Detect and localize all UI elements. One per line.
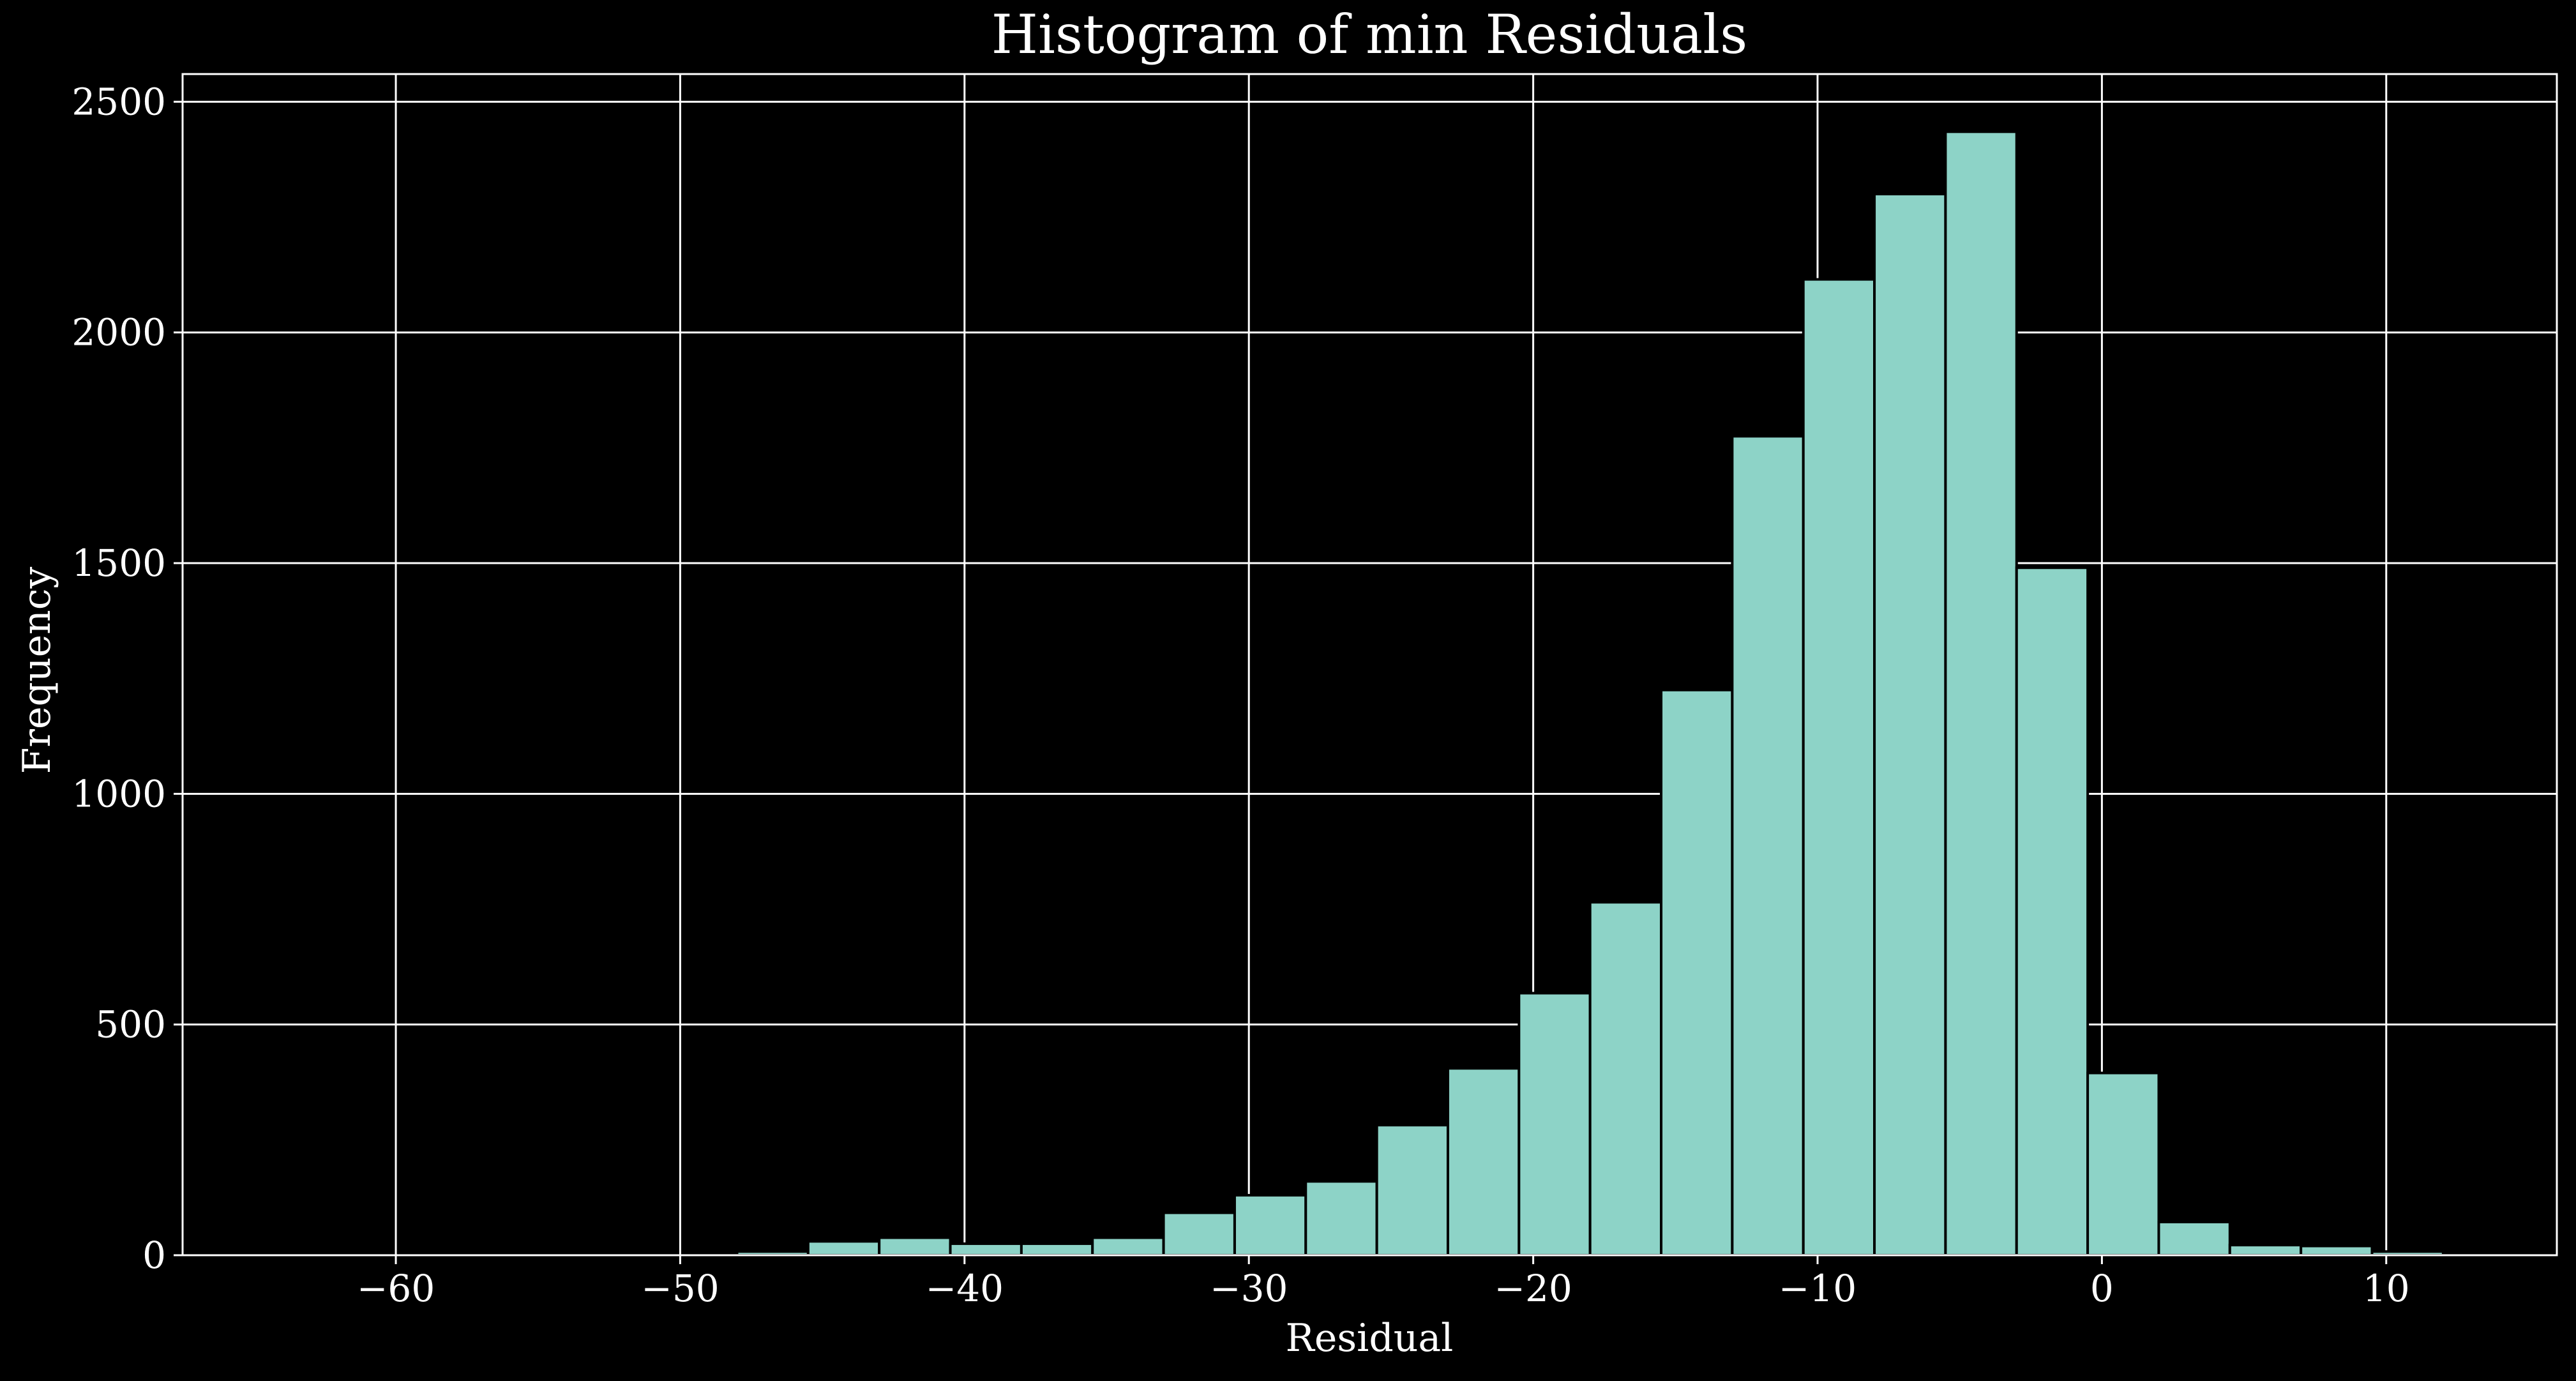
histogram-bar (2015, 566, 2090, 1256)
histogram-bar (1660, 688, 1734, 1256)
histogram-bar (1518, 992, 1592, 1256)
histogram-bar (1802, 278, 1876, 1256)
histogram-bar (1304, 1180, 1378, 1256)
histogram-bar (878, 1236, 952, 1256)
x-axis-label: Residual (1286, 1316, 1454, 1361)
histogram-bar (1944, 130, 2018, 1256)
y-axis-label: Frequency (15, 567, 59, 774)
histogram-bars (238, 130, 2444, 1256)
y-tick-label: 0 (142, 1234, 166, 1277)
axes-frame (181, 73, 2558, 1256)
histogram-bar (1162, 1211, 1236, 1256)
histogram-bar (1375, 1124, 1449, 1256)
histogram-bar (1588, 901, 1663, 1256)
y-tick-label: 2500 (72, 80, 166, 123)
x-tick-label: −10 (1779, 1267, 1857, 1310)
histogram-bar (2157, 1220, 2231, 1256)
chart-title: Histogram of min Residuals (991, 3, 1747, 66)
x-tick-label: −40 (926, 1267, 1004, 1310)
histogram-bar (2086, 1071, 2160, 1256)
histogram-bar (2228, 1244, 2303, 1256)
histogram-bar (1873, 192, 1947, 1256)
y-tick-label: 2000 (72, 311, 166, 354)
histogram-bar (1446, 1067, 1521, 1256)
x-tick-label: −50 (641, 1267, 719, 1310)
x-tick-label: −20 (1494, 1267, 1572, 1310)
x-tick-label: 10 (2363, 1267, 2410, 1310)
histogram-bar (2300, 1244, 2374, 1256)
y-tick-label: 1000 (72, 772, 166, 815)
axis-ticks: −60 −50 −40 −30 −20 −10 0 10 0 500 1000 1500 2000 250… (72, 80, 2409, 1310)
x-tick-label: 0 (2090, 1267, 2114, 1310)
y-tick-label: 500 (95, 1003, 166, 1046)
histogram-bar (949, 1242, 1023, 1256)
histogram-bar (1091, 1236, 1165, 1256)
histogram-bar (1731, 435, 1805, 1256)
histogram-bar (806, 1240, 881, 1256)
histogram-bar (1233, 1194, 1307, 1256)
x-tick-label: −30 (1210, 1267, 1288, 1310)
x-tick-label: −60 (357, 1267, 435, 1310)
y-tick-label: 1500 (72, 541, 166, 585)
histogram-bar (1020, 1242, 1094, 1256)
